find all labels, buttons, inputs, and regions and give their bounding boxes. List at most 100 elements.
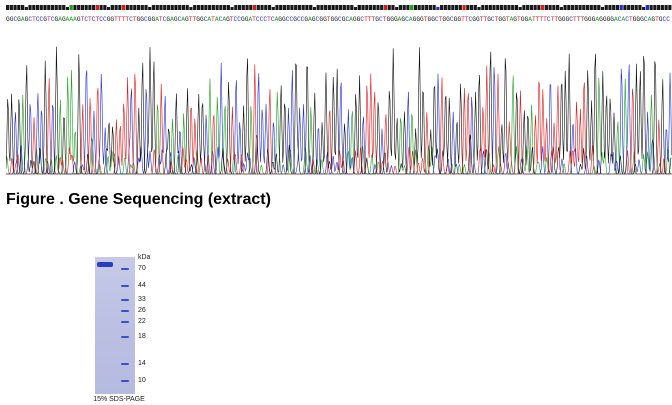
quality-bar xyxy=(211,5,215,10)
quality-bar-gap xyxy=(642,5,646,7)
quality-bar xyxy=(454,5,459,10)
quality-bar xyxy=(511,5,515,10)
quality-bar xyxy=(627,5,631,10)
quality-bar xyxy=(391,5,395,10)
quality-bar xyxy=(619,5,623,10)
quality-bar xyxy=(488,5,492,10)
quality-bar xyxy=(413,5,418,10)
quality-bar-gap xyxy=(559,5,563,7)
quality-bar xyxy=(297,5,302,10)
quality-bar xyxy=(9,5,13,10)
quality-bar-gap xyxy=(189,5,193,7)
quality-bar xyxy=(447,5,451,10)
quality-bar xyxy=(589,5,593,10)
quality-bar xyxy=(88,5,92,10)
quality-bar xyxy=(118,5,122,10)
quality-bar xyxy=(110,5,114,10)
quality-bar xyxy=(645,5,649,10)
quality-bar xyxy=(331,5,335,10)
quality-bar xyxy=(294,5,298,10)
quality-bar xyxy=(241,5,245,10)
quality-bar xyxy=(380,5,384,10)
quality-bar xyxy=(496,5,500,10)
quality-bar xyxy=(481,5,485,10)
quality-bar xyxy=(200,5,204,10)
quality-bar xyxy=(417,5,421,10)
quality-bar xyxy=(219,5,223,10)
quality-bar-gap xyxy=(353,5,358,7)
quality-bar xyxy=(436,5,440,10)
marker-band xyxy=(121,310,129,313)
quality-bar xyxy=(193,5,197,10)
quality-bar xyxy=(99,5,103,10)
marker-band xyxy=(121,336,129,339)
quality-bar xyxy=(339,5,343,10)
quality-bar xyxy=(312,5,316,10)
quality-bar xyxy=(578,5,582,10)
quality-bar xyxy=(623,5,627,10)
quality-bar xyxy=(477,5,481,10)
quality-bar-gap xyxy=(107,5,111,7)
quality-bar xyxy=(166,5,171,10)
quality-bar xyxy=(92,5,96,10)
quality-bar xyxy=(541,5,545,10)
quality-bar xyxy=(458,5,462,10)
quality-bar-gap xyxy=(271,5,275,7)
marker-label: 44 xyxy=(138,281,146,289)
quality-bar xyxy=(402,5,406,10)
quality-bar xyxy=(443,5,447,10)
quality-bar xyxy=(529,5,533,10)
quality-bar xyxy=(290,5,294,10)
quality-bar xyxy=(65,5,70,10)
quality-bar xyxy=(58,5,62,10)
quality-bar-gap xyxy=(24,5,28,7)
quality-bar xyxy=(552,5,556,10)
marker-label: 22 xyxy=(138,318,146,326)
quality-bar xyxy=(174,5,178,10)
marker-label: 26 xyxy=(138,307,146,315)
quality-bar xyxy=(324,5,328,10)
marker-band xyxy=(121,284,129,287)
quality-bar xyxy=(567,5,571,10)
kda-unit-label: kDa xyxy=(138,254,151,261)
quality-bars xyxy=(6,5,672,10)
quality-bar xyxy=(657,5,661,10)
quality-bar xyxy=(406,5,410,10)
quality-bar xyxy=(178,5,182,10)
quality-bar xyxy=(13,5,17,10)
quality-bar xyxy=(368,5,373,10)
quality-bar xyxy=(107,5,111,10)
quality-bar xyxy=(17,5,21,10)
quality-bar xyxy=(62,5,66,10)
quality-bar-gap xyxy=(518,5,522,7)
quality-bar xyxy=(630,5,635,10)
quality-bar xyxy=(597,5,601,10)
quality-bar xyxy=(144,5,148,10)
quality-bar xyxy=(73,5,77,10)
quality-bar xyxy=(604,5,608,10)
quality-bar xyxy=(469,5,474,10)
quality-bar xyxy=(451,5,455,10)
quality-bar xyxy=(47,5,51,10)
quality-bar xyxy=(309,5,313,10)
quality-bar xyxy=(43,5,47,10)
sample-band xyxy=(97,261,113,267)
marker-band xyxy=(121,299,129,302)
quality-bar xyxy=(608,5,612,10)
quality-bar xyxy=(484,5,489,10)
quality-bar xyxy=(39,5,43,10)
quality-bar xyxy=(365,5,369,10)
quality-bar xyxy=(664,5,668,10)
quality-bar-gap xyxy=(65,5,70,7)
sds-page-gel-figure: kDa 70 44 33 26 22 18 14 10 15% SDS-PAGE xyxy=(86,254,166,405)
quality-bar xyxy=(428,5,432,10)
quality-bar-gap xyxy=(600,5,605,7)
quality-bar xyxy=(271,5,275,10)
gel-image xyxy=(95,257,135,394)
quality-bar xyxy=(196,5,200,10)
quality-bar xyxy=(204,5,208,10)
quality-bar xyxy=(185,5,189,10)
marker-label: 18 xyxy=(138,333,146,341)
quality-bar xyxy=(410,5,414,10)
quality-bar xyxy=(593,5,597,10)
